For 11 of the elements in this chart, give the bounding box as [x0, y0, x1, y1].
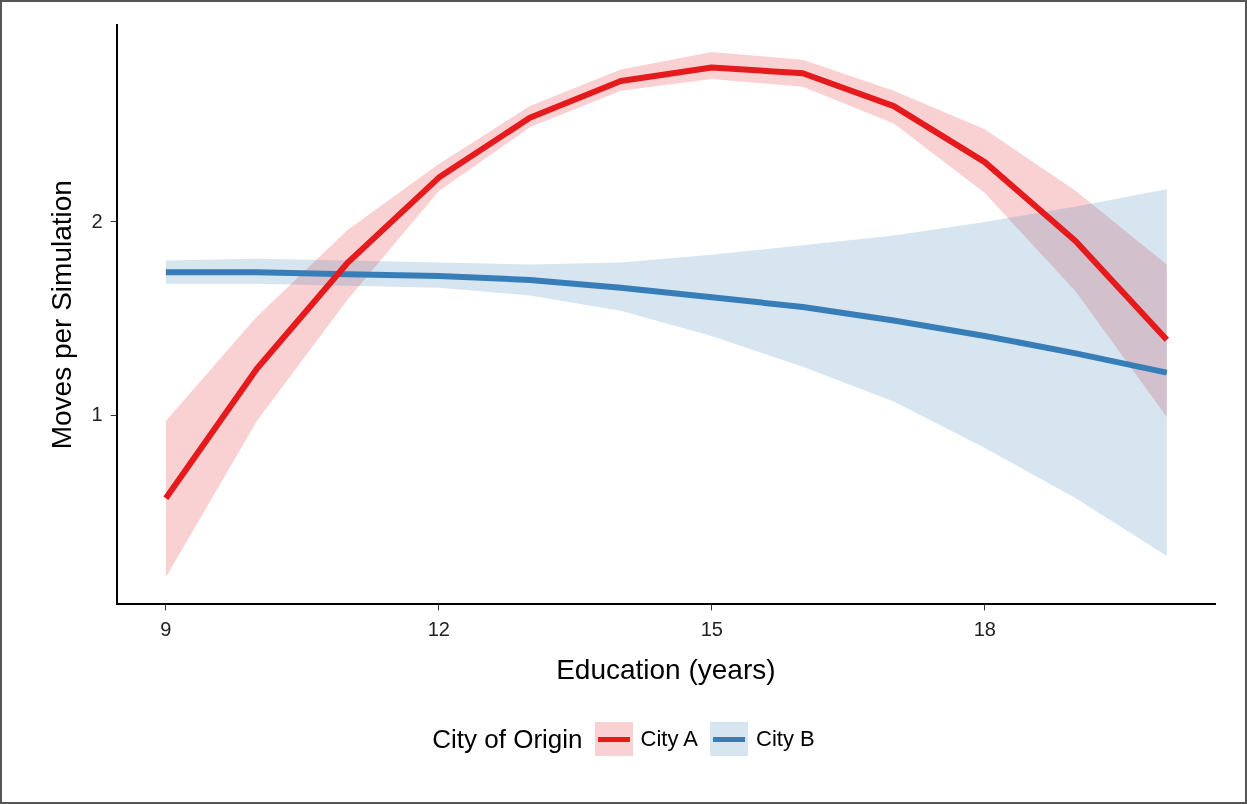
legend-label: City B: [756, 726, 815, 752]
x-tick-label: 9: [160, 617, 172, 640]
x-tick-label: 12: [427, 617, 450, 640]
x-tick-label: 15: [700, 617, 723, 640]
legend-title: City of Origin: [432, 723, 583, 755]
y-tick-label: 1: [91, 402, 103, 425]
x-axis-title: Education (years): [556, 653, 776, 685]
legend-label: City A: [640, 726, 699, 752]
x-tick-label: 18: [973, 617, 996, 640]
y-axis-title: Moves per Simulation: [45, 180, 77, 450]
y-tick-label: 2: [91, 209, 103, 232]
